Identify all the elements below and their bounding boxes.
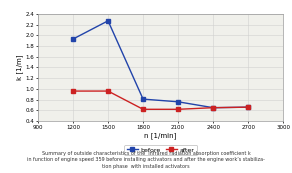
Y-axis label: k [1/m]: k [1/m]	[16, 55, 23, 80]
Legend: before, after: before, after	[124, 145, 197, 155]
X-axis label: n [1/min]: n [1/min]	[145, 132, 177, 139]
Text: Summary of outside characteristics of the  infrared radiation absorption coeffic: Summary of outside characteristics of th…	[27, 151, 265, 169]
